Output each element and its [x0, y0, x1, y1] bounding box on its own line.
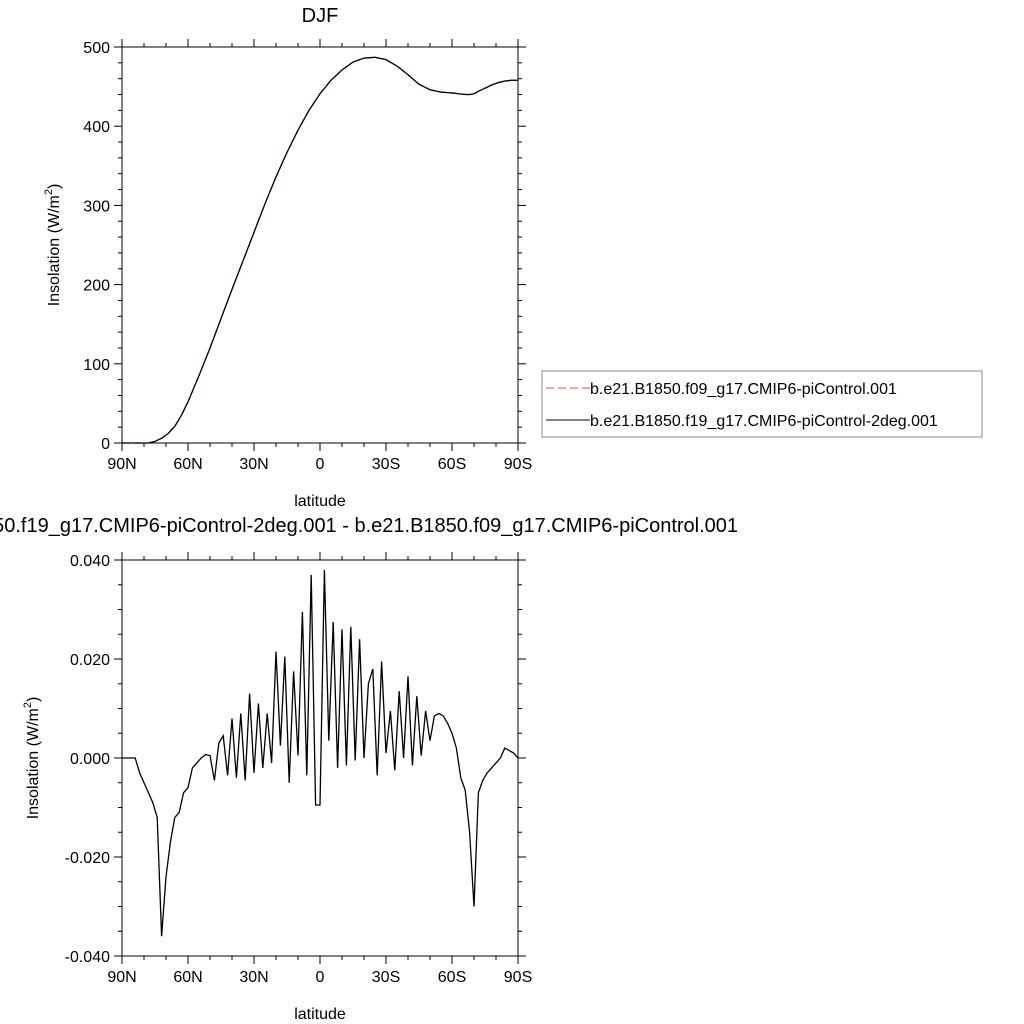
series-line-top-0	[122, 56, 518, 444]
legend: b.e21.B1850.f09_g17.CMIP6-piControl.001 …	[541, 370, 983, 438]
y-tick-label: 500	[83, 40, 110, 57]
x-tick-label: 30N	[239, 456, 268, 473]
top-panel: DJF 90N 60N 30N 0 30S 60S 90S0100200300400500 …	[43, 5, 532, 510]
bottom-panel-ticks: 90N 60N 30N 0 30S 60S 90S -0.040 -0.020 0.000 0.02…	[65, 552, 532, 986]
x-tick-label: 90N	[107, 969, 136, 986]
x-tick-label: 90S	[504, 969, 532, 986]
top-panel-title: DJF	[302, 5, 339, 27]
x-tick-label: 0	[316, 456, 325, 473]
y-tick-label: 400	[83, 119, 110, 136]
top-y-label-sup: 2	[43, 189, 55, 195]
bottom-panel-y-axis-label: Insolation (W/m2)	[22, 697, 42, 820]
y-tick-label: 300	[83, 198, 110, 215]
x-tick-label: 90S	[504, 456, 532, 473]
x-tick-label: 60S	[438, 456, 466, 473]
y-tick-label: 0.020	[70, 652, 110, 669]
bottom-panel-x-axis-label: latitude	[294, 1006, 346, 1023]
y-tick-label: 100	[83, 357, 110, 374]
top-y-label-main: Insolation (W/m	[46, 195, 63, 306]
y-tick-label: -0.020	[65, 850, 110, 867]
y-tick-label: 200	[83, 278, 110, 295]
bottom-y-label-end: )	[25, 697, 42, 702]
y-tick-label: -0.040	[65, 949, 110, 966]
bottom-panel-title: b.e21.B1850.f19_g17.CMIP6-piControl-2deg…	[0, 515, 738, 537]
legend-label-f09: b.e21.B1850.f09_g17.CMIP6-piControl.001	[590, 381, 897, 398]
top-panel-x-axis-label: latitude	[294, 493, 346, 510]
bottom-y-label-main: Insolation (W/m	[25, 708, 42, 819]
bottom-panel: b.e21.B1850.f19_g17.CMIP6-piControl-2deg…	[0, 515, 738, 1023]
top-panel-y-axis-label: Insolation (W/m2)	[43, 184, 63, 307]
top-panel-ticks: 90N 60N 30N 0 30S 60S 90S 0 100 200 300 400 500	[83, 39, 532, 473]
bottom-y-label-sup: 2	[22, 702, 34, 708]
y-tick-label: 0.000	[70, 751, 110, 768]
y-tick-label: 0.040	[70, 553, 110, 570]
x-tick-label: 60N	[173, 456, 202, 473]
x-tick-label: 30S	[372, 969, 400, 986]
series-line-top-1	[122, 56, 518, 444]
x-tick-label: 30S	[372, 456, 400, 473]
bottom-panel-frame	[121, 559, 519, 957]
y-tick-label: 0	[101, 436, 110, 453]
top-panel-marks	[122, 56, 518, 444]
series-line-bottom-0	[122, 569, 519, 937]
x-tick-label: 60S	[438, 969, 466, 986]
x-tick-label: 60N	[173, 969, 202, 986]
legend-box	[541, 370, 983, 438]
top-panel-frame	[121, 46, 519, 444]
x-tick-label: 90N	[107, 456, 136, 473]
x-tick-label: 30N	[239, 969, 268, 986]
bottom-panel-marks	[122, 569, 519, 937]
top-y-label-end: )	[46, 184, 63, 189]
x-tick-label: 0	[316, 969, 325, 986]
legend-label-f19: b.e21.B1850.f19_g17.CMIP6-piControl-2deg…	[590, 413, 938, 430]
